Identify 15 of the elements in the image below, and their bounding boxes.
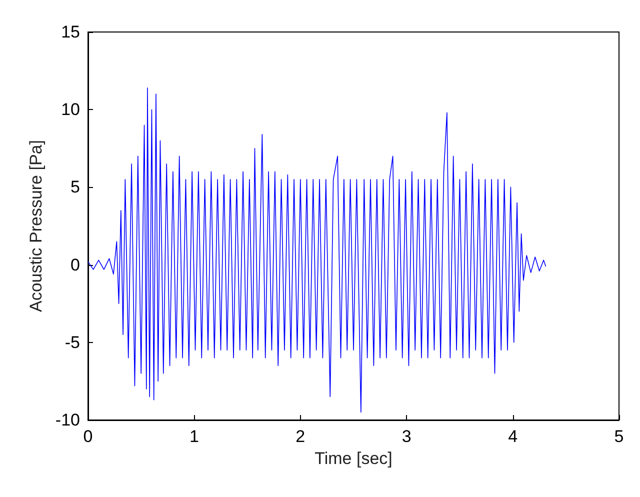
y-axis-title: Acoustic Pressure [Pa] (26, 140, 46, 312)
x-tick-label: 1 (189, 427, 199, 446)
y-tick-label: -5 (64, 332, 80, 352)
line-series (88, 87, 546, 413)
y-tick-label: 0 (70, 255, 80, 274)
x-axis-title: Time [sec] (314, 448, 392, 468)
x-tick-label: 5 (614, 427, 624, 446)
x-tick-label: 4 (508, 427, 518, 446)
y-tick-label: 10 (61, 100, 80, 120)
y-tick-label: 5 (70, 178, 80, 197)
x-tick-label: 2 (296, 427, 306, 446)
y-tick-label: -10 (55, 410, 80, 430)
y-tick-label: 15 (61, 22, 80, 42)
x-tick-label: 3 (402, 427, 412, 446)
x-tick-label: 0 (83, 427, 93, 446)
